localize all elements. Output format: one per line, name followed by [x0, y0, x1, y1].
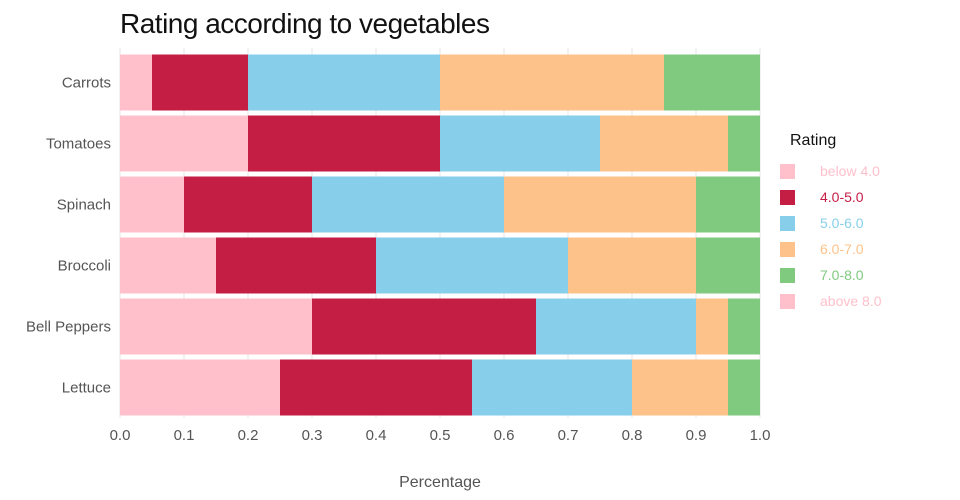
chart-title: Rating according to vegetables: [120, 8, 490, 39]
x-tick-label: 0.5: [430, 427, 451, 444]
legend-label: above 8.0: [820, 293, 882, 309]
bar-segment: [248, 115, 440, 172]
x-tick-label: 0.3: [302, 427, 323, 444]
legend-swatch: [780, 267, 795, 283]
bar-segment: [728, 298, 760, 355]
y-axis-labels: Carrots Tomatoes Spinach Broccoli Bell Peppe…: [26, 75, 111, 397]
x-tick-label: 1.0: [750, 427, 771, 444]
category-label: Lettuce: [62, 380, 111, 397]
bar-segment: [728, 359, 760, 416]
legend: Rating below 4.0 4.0-5.0 5.0-6.0 6.0-7.0 7.0…: [780, 132, 882, 314]
bar-segment: [376, 237, 568, 294]
bar-segment: [280, 359, 472, 416]
legend-swatch: [780, 215, 795, 231]
bar-segment: [696, 298, 728, 355]
x-tick-label: 0.7: [558, 427, 579, 444]
legend-label: 7.0-8.0: [820, 267, 864, 283]
x-tick-label: 0.6: [494, 427, 515, 444]
legend-title: Rating: [790, 132, 837, 149]
bar-segment: [120, 176, 184, 233]
bar-segment: [248, 54, 440, 111]
x-tick-label: 0.1: [174, 427, 195, 444]
legend-item: 4.0-5.0: [780, 184, 882, 210]
category-label: Spinach: [57, 197, 111, 214]
legend-swatch: [780, 189, 795, 205]
bar-segment: [312, 298, 536, 355]
legend-swatch: [780, 241, 795, 257]
bar-segment: [504, 176, 696, 233]
x-tick-label: 0.8: [622, 427, 643, 444]
bar-segment: [440, 115, 600, 172]
category-label: Tomatoes: [46, 136, 111, 153]
bar-segment: [120, 237, 216, 294]
legend-label: 4.0-5.0: [820, 189, 864, 205]
legend-items: below 4.0 4.0-5.0 5.0-6.0 6.0-7.0 7.0-8.0 abo…: [780, 158, 882, 314]
bars: [120, 54, 760, 416]
legend-item: above 8.0: [780, 288, 882, 314]
x-tick-label: 0.0: [110, 427, 131, 444]
category-label: Bell Peppers: [26, 319, 111, 336]
legend-label: below 4.0: [820, 163, 880, 179]
bar-segment: [472, 359, 632, 416]
legend-item: below 4.0: [780, 158, 882, 184]
category-label: Carrots: [62, 75, 111, 92]
x-axis-title: Percentage: [399, 474, 481, 491]
x-tick-label: 0.4: [366, 427, 387, 444]
bar-segment: [120, 359, 280, 416]
bar-segment: [120, 54, 152, 111]
bar-segment: [440, 54, 664, 111]
bar-segment: [216, 237, 376, 294]
bar-segment: [312, 176, 504, 233]
legend-swatch: [780, 163, 795, 179]
bar-segment: [120, 115, 248, 172]
bar-segment: [120, 298, 312, 355]
bar-segment: [568, 237, 696, 294]
bar-segment: [696, 176, 760, 233]
legend-item: 6.0-7.0: [780, 236, 882, 262]
bar-segment: [696, 237, 760, 294]
legend-label: 5.0-6.0: [820, 215, 864, 231]
bar-segment: [536, 298, 696, 355]
bar-segment: [152, 54, 248, 111]
x-tick-label: 0.2: [238, 427, 259, 444]
legend-label: 6.0-7.0: [820, 241, 864, 257]
bar-segment: [728, 115, 760, 172]
legend-item: 5.0-6.0: [780, 210, 882, 236]
legend-swatch: [780, 293, 795, 309]
legend-item: 7.0-8.0: [780, 262, 882, 288]
category-label: Broccoli: [58, 258, 111, 275]
bar-segment: [600, 115, 728, 172]
x-axis-ticks: 0.0 0.1 0.2 0.3 0.4 0.5 0.6 0.7 0.8 0.9 1.0: [110, 427, 771, 444]
x-tick-label: 0.9: [686, 427, 707, 444]
bar-segment: [184, 176, 312, 233]
bar-segment: [632, 359, 728, 416]
bar-segment: [664, 54, 760, 111]
